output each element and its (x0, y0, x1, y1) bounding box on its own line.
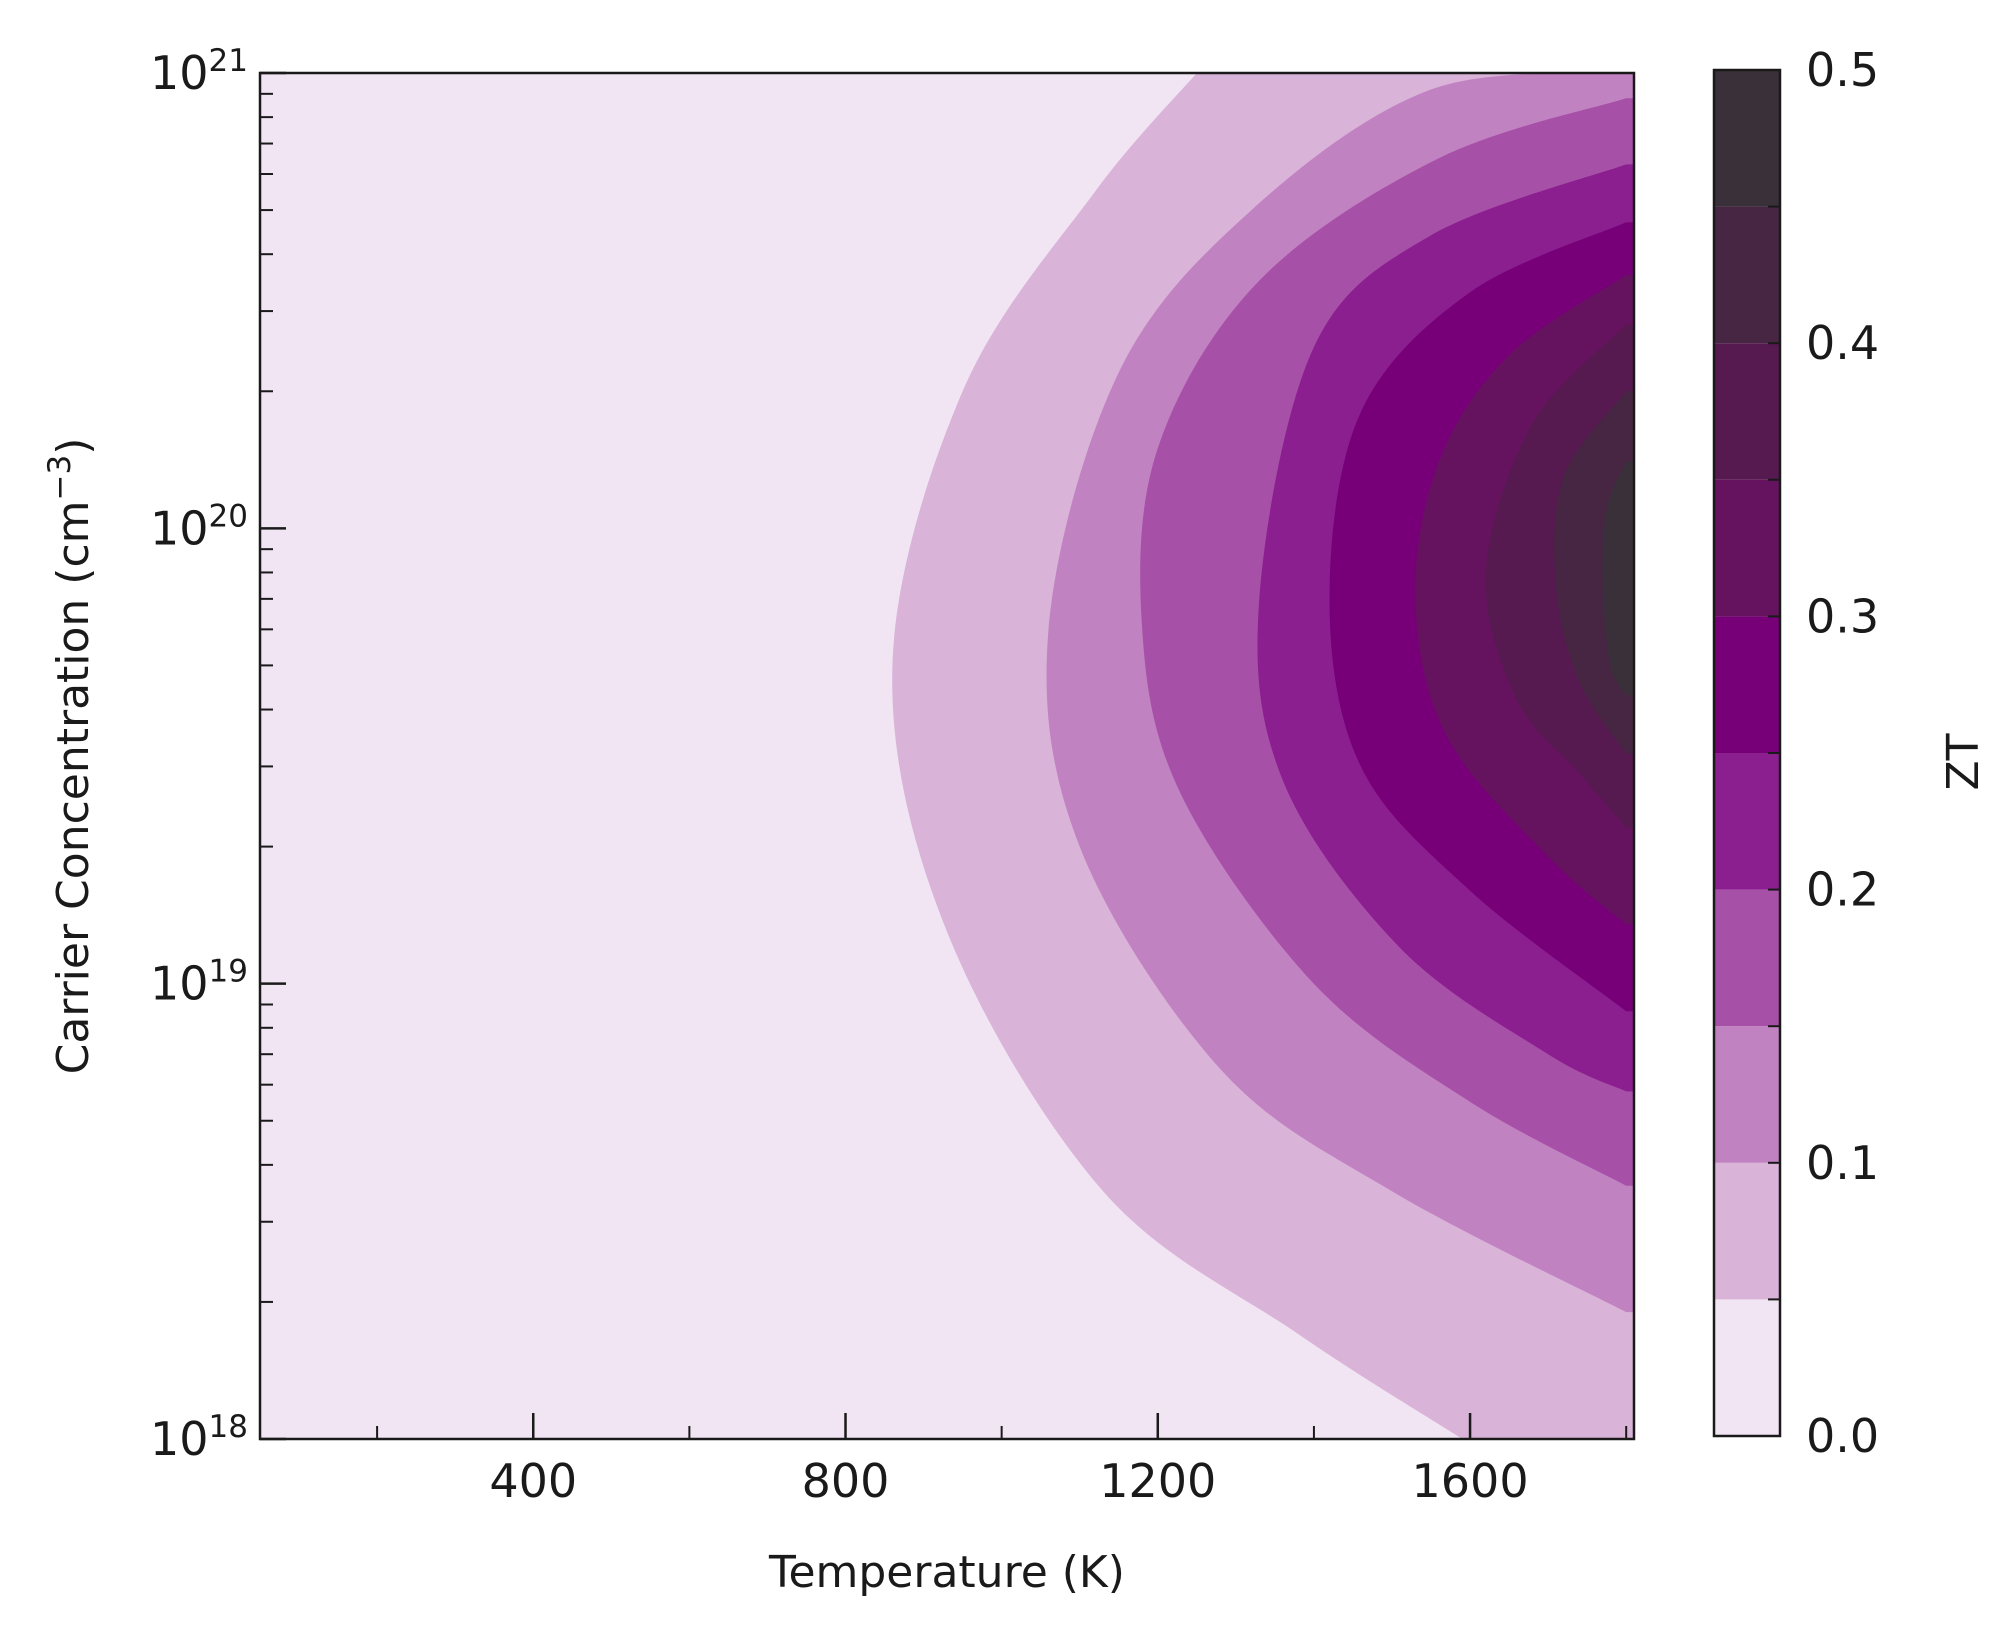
x-tick-label: 400 (489, 1454, 577, 1508)
x-axis-label: Temperature (K) (768, 1547, 1125, 1598)
colorbar-label: ZT (1938, 733, 1989, 790)
colorbar-segment (1714, 889, 1780, 1027)
y-tick-base: 10 (150, 1412, 209, 1466)
colorbar-tick-label: 0.3 (1806, 589, 1879, 643)
x-tick-label: 1600 (1412, 1454, 1529, 1508)
y-tick-base: 10 (150, 957, 209, 1011)
y-axis-label-close: ) (48, 438, 99, 455)
colorbar-segment (1714, 479, 1780, 617)
colorbar-tick-label: 0.2 (1806, 863, 1879, 917)
colorbar-tick-label: 0.0 (1806, 1409, 1879, 1463)
y-tick-label: 1019 (150, 954, 248, 1011)
colorbar-tick-label: 0.5 (1806, 43, 1879, 97)
colorbar-segment (1714, 753, 1780, 890)
colorbar-segment (1714, 206, 1780, 344)
x-tick-label: 1200 (1099, 1454, 1216, 1508)
y-tick-base: 10 (150, 501, 209, 555)
colorbar-frame (1712, 68, 1782, 1438)
colorbar-segment (1714, 1026, 1780, 1163)
y-tick-exponent: 20 (209, 498, 248, 534)
colorbar-segment (1714, 343, 1780, 480)
y-tick-exponent: 21 (209, 43, 248, 79)
y-axis-label-main: Carrier Concentration (cm (48, 500, 99, 1074)
colorbar-segment (1714, 1299, 1780, 1436)
colorbar-segment (1714, 1162, 1780, 1300)
y-tick-exponent: 18 (209, 1409, 248, 1445)
y-tick-label: 1020 (150, 498, 248, 555)
plot-frame (258, 71, 1636, 1441)
colorbar-segment (1714, 616, 1780, 753)
y-tick-exponent: 19 (209, 954, 248, 990)
colorbar-tick-label: 0.1 (1806, 1136, 1879, 1190)
y-tick-label: 1021 (150, 43, 248, 100)
contour-band-9 (1602, 461, 1634, 696)
x-axis: 400 800 1200 1600 (376, 1413, 1628, 1508)
colorbar-tick-label: 0.4 (1806, 316, 1879, 370)
colorbar: 0.0 0.1 0.2 0.3 0.4 0.5 (1712, 43, 1879, 1463)
x-tick-label: 800 (802, 1454, 890, 1508)
y-axis-label: Carrier Concentration (cm−3) (42, 438, 99, 1075)
plot-area (260, 73, 1634, 1439)
y-tick-label: 1018 (150, 1409, 248, 1466)
colorbar-segment (1714, 70, 1780, 207)
y-axis-label-sup: −3 (42, 455, 78, 501)
y-tick-base: 10 (150, 46, 209, 100)
